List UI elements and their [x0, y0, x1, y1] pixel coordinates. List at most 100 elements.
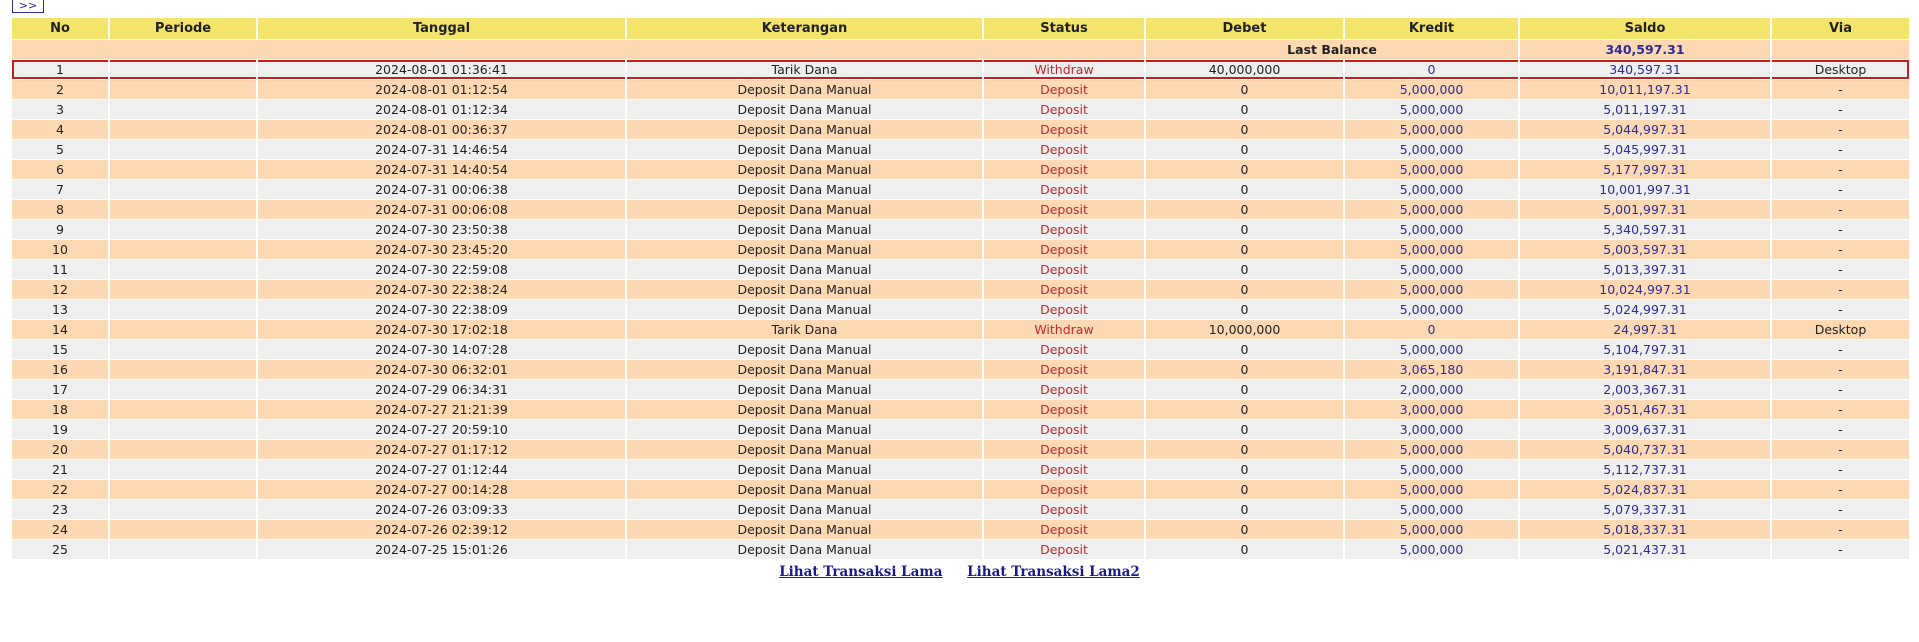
cell-status: Deposit — [984, 220, 1144, 239]
cell-no: 10 — [12, 240, 108, 259]
cell-status: Deposit — [984, 520, 1144, 539]
cell-via: - — [1772, 180, 1909, 199]
cell-saldo: 5,018,337.31 — [1520, 520, 1770, 539]
cell-tanggal: 2024-07-27 01:12:44 — [258, 460, 625, 479]
table-row: 17 2024-07-29 06:34:31 Deposit Dana Manual… — [12, 380, 1909, 399]
cell-periode — [110, 420, 256, 439]
cell-debet: 0 — [1146, 120, 1343, 139]
column-header-periode: Periode — [110, 18, 256, 39]
cell-status: Withdraw — [984, 320, 1144, 339]
cell-kredit: 5,000,000 — [1345, 480, 1518, 499]
cell-debet: 0 — [1146, 400, 1343, 419]
cell-tanggal: 2024-07-26 03:09:33 — [258, 500, 625, 519]
cell-debet: 0 — [1146, 180, 1343, 199]
cell-saldo: 5,011,197.31 — [1520, 100, 1770, 119]
cell-via: - — [1772, 300, 1909, 319]
old-transactions-link[interactable]: Lihat Transaksi Lama — [779, 564, 943, 580]
cell-status: Deposit — [984, 140, 1144, 159]
cell-tanggal: 2024-07-30 22:38:24 — [258, 280, 625, 299]
cell-keterangan: Deposit Dana Manual — [627, 340, 982, 359]
cell-keterangan: Tarik Dana — [627, 60, 982, 79]
cell-kredit: 5,000,000 — [1345, 180, 1518, 199]
table-row: 11 2024-07-30 22:59:08 Deposit Dana Manual… — [12, 260, 1909, 279]
cell-tanggal: 2024-07-27 01:17:12 — [258, 440, 625, 459]
table-row: 9 2024-07-30 23:50:38 Deposit Dana Manual D… — [12, 220, 1909, 239]
cell-keterangan: Deposit Dana Manual — [627, 260, 982, 279]
cell-debet: 0 — [1146, 440, 1343, 459]
cell-no: 14 — [12, 320, 108, 339]
cell-keterangan: Deposit Dana Manual — [627, 80, 982, 99]
cell-no: 23 — [12, 500, 108, 519]
cell-keterangan: Deposit Dana Manual — [627, 540, 982, 559]
cell-kredit: 0 — [1345, 60, 1518, 79]
old-transactions-2-link[interactable]: Lihat Transaksi Lama2 — [967, 564, 1140, 580]
cell-no: 22 — [12, 480, 108, 499]
table-row: 15 2024-07-30 14:07:28 Deposit Dana Manual… — [12, 340, 1909, 359]
cell-periode — [110, 200, 256, 219]
cell-debet: 0 — [1146, 340, 1343, 359]
cell-no: 25 — [12, 540, 108, 559]
cell-periode — [110, 520, 256, 539]
cell-via: - — [1772, 200, 1909, 219]
cell-no: 4 — [12, 120, 108, 139]
cell-via: Desktop — [1772, 60, 1909, 79]
cell-tanggal: 2024-08-01 01:36:41 — [258, 60, 625, 79]
cell-status: Deposit — [984, 460, 1144, 479]
cell-kredit: 5,000,000 — [1345, 240, 1518, 259]
next-page-button[interactable]: >> — [12, 0, 44, 13]
cell-debet: 0 — [1146, 540, 1343, 559]
table-row: 24 2024-07-26 02:39:12 Deposit Dana Manual… — [12, 520, 1909, 539]
cell-kredit: 2,000,000 — [1345, 380, 1518, 399]
cell-no: 8 — [12, 200, 108, 219]
cell-no: 13 — [12, 300, 108, 319]
cell-no: 15 — [12, 340, 108, 359]
cell-keterangan: Deposit Dana Manual — [627, 480, 982, 499]
cell-saldo: 5,045,997.31 — [1520, 140, 1770, 159]
cell-saldo: 3,051,467.31 — [1520, 400, 1770, 419]
cell-tanggal: 2024-07-30 14:07:28 — [258, 340, 625, 359]
cell-periode — [110, 180, 256, 199]
cell-tanggal: 2024-07-30 23:50:38 — [258, 220, 625, 239]
cell-kredit: 5,000,000 — [1345, 160, 1518, 179]
cell-keterangan: Deposit Dana Manual — [627, 200, 982, 219]
cell-via: - — [1772, 520, 1909, 539]
cell-saldo: 5,001,997.31 — [1520, 200, 1770, 219]
cell-tanggal: 2024-07-30 17:02:18 — [258, 320, 625, 339]
cell-no: 1 — [12, 60, 108, 79]
cell-via: - — [1772, 340, 1909, 359]
cell-saldo: 5,003,597.31 — [1520, 240, 1770, 259]
cell-keterangan: Deposit Dana Manual — [627, 160, 982, 179]
cell-keterangan: Deposit Dana Manual — [627, 240, 982, 259]
cell-debet: 0 — [1146, 80, 1343, 99]
cell-kredit: 5,000,000 — [1345, 440, 1518, 459]
column-header-no: No — [12, 18, 108, 39]
cell-tanggal: 2024-07-30 06:32:01 — [258, 360, 625, 379]
cell-debet: 0 — [1146, 480, 1343, 499]
cell-no: 17 — [12, 380, 108, 399]
table-row: 23 2024-07-26 03:09:33 Deposit Dana Manual… — [12, 500, 1909, 519]
cell-keterangan: Deposit Dana Manual — [627, 140, 982, 159]
empty-cell — [1772, 40, 1909, 59]
column-header-tanggal: Tanggal — [258, 18, 625, 39]
cell-keterangan: Deposit Dana Manual — [627, 360, 982, 379]
column-header-via: Via — [1772, 18, 1909, 39]
cell-periode — [110, 240, 256, 259]
column-header-kredit: Kredit — [1345, 18, 1518, 39]
table-row: 3 2024-08-01 01:12:34 Deposit Dana Manual D… — [12, 100, 1909, 119]
cell-keterangan: Deposit Dana Manual — [627, 220, 982, 239]
cell-saldo: 5,104,797.31 — [1520, 340, 1770, 359]
cell-no: 9 — [12, 220, 108, 239]
cell-kredit: 5,000,000 — [1345, 520, 1518, 539]
cell-no: 12 — [12, 280, 108, 299]
cell-no: 20 — [12, 440, 108, 459]
cell-debet: 0 — [1146, 500, 1343, 519]
cell-status: Deposit — [984, 440, 1144, 459]
cell-periode — [110, 340, 256, 359]
cell-via: - — [1772, 280, 1909, 299]
cell-no: 16 — [12, 360, 108, 379]
cell-periode — [110, 360, 256, 379]
cell-via: - — [1772, 220, 1909, 239]
cell-kredit: 3,065,180 — [1345, 360, 1518, 379]
cell-kredit: 5,000,000 — [1345, 340, 1518, 359]
cell-saldo: 24,997.31 — [1520, 320, 1770, 339]
